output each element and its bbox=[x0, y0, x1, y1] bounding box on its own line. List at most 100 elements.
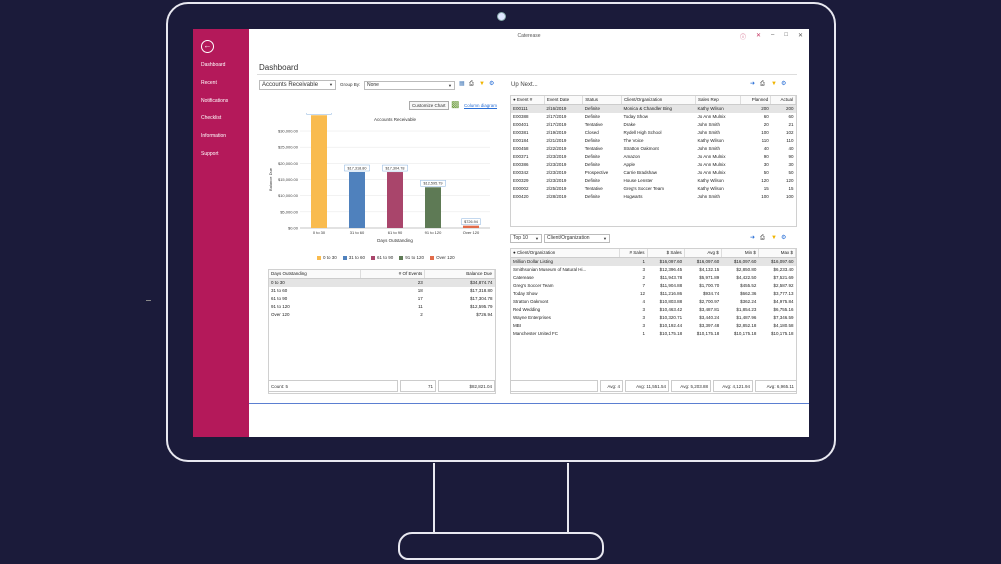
column-header[interactable]: # Sales bbox=[619, 249, 648, 258]
table-cell: 110 bbox=[786, 138, 794, 143]
table-row[interactable]: E00184 2/21/2019 Definite The Voice Kathy Wi… bbox=[511, 137, 796, 145]
table-cell: 1 bbox=[619, 257, 648, 266]
report-select[interactable]: Accounts Receivable ▼ bbox=[259, 80, 336, 90]
table-row[interactable]: Manchester United FC 1 $10,175.18 $10,175.1… bbox=[511, 330, 796, 338]
table-row[interactable]: E00386 2/23/2019 Definite Apple Jo Ann Mulni… bbox=[511, 161, 796, 169]
table-row[interactable]: Caterease 2 $11,943.78 $5,971.89 $4,422.50 $7… bbox=[511, 274, 796, 282]
table-row[interactable]: E00388 2/17/2019 Definite Today Show Jo Ann … bbox=[511, 113, 796, 121]
table-cell: 12 bbox=[640, 291, 646, 296]
minimize-icon[interactable]: – bbox=[771, 32, 775, 38]
legend-swatch bbox=[399, 255, 404, 260]
top10-footer-avg: Avg: 5,203.88 bbox=[671, 380, 711, 392]
column-header[interactable]: Event Date bbox=[544, 96, 584, 105]
column-diagram-icon[interactable]: ▩ bbox=[451, 99, 460, 109]
table-row[interactable]: Red Wedding 3 $10,463.42 $3,487.81 $1,854.23… bbox=[511, 306, 796, 314]
table-row[interactable]: 31 to 60 18 $17,318.80 bbox=[269, 287, 495, 295]
table-row[interactable]: 61 to 90 17 $17,304.78 bbox=[269, 295, 495, 303]
table-row[interactable]: E00381 2/19/2019 Closed Rydell High School J… bbox=[511, 129, 796, 137]
table-cell: $455.52 bbox=[740, 283, 757, 288]
table-cell: 50 bbox=[788, 170, 794, 175]
table-row[interactable]: E00458 2/22/2019 Tentative Stratton Oakmont… bbox=[511, 145, 796, 153]
table-cell: Caterease bbox=[513, 275, 534, 280]
table-row[interactable]: E00371 2/23/2019 Definite Amazon Jo Ann Muln… bbox=[511, 153, 796, 161]
column-header[interactable]: # Of Events bbox=[360, 270, 426, 279]
table-cell: $6,233.40 bbox=[773, 267, 794, 272]
gear-icon[interactable]: ⚙ bbox=[489, 81, 495, 87]
data-label-box bbox=[420, 180, 446, 187]
table-row[interactable]: Million Dollar Listing 1 $16,097.60 $16,097… bbox=[511, 257, 796, 266]
group-by-select[interactable]: None ▼ bbox=[364, 81, 455, 90]
table-row[interactable]: Stratton Oakmont 4 $10,803.88 $2,700.97 $362… bbox=[511, 298, 796, 306]
table-cell: Hogwarts bbox=[623, 194, 643, 199]
column-header[interactable]: Client/Organization bbox=[621, 96, 696, 105]
column-header[interactable]: Status bbox=[582, 96, 623, 105]
top-count-value: Top 10 bbox=[513, 235, 529, 241]
table-row[interactable]: E00111 2/16/2019 Definite Monica & Chandler… bbox=[511, 104, 796, 113]
settings-close-icon[interactable]: ✕ bbox=[755, 33, 761, 39]
top-by-select[interactable]: Client/Organization ▼ bbox=[544, 234, 610, 243]
table-row[interactable]: MBI 3 $10,192.44 $3,397.48 $2,852.18 $4,180.5… bbox=[511, 322, 796, 330]
table-cell: 2 bbox=[642, 275, 646, 280]
table-row[interactable]: 91 to 120 11 $12,595.79 bbox=[269, 303, 495, 311]
table-cell: Definite bbox=[584, 162, 601, 167]
table-cell: $4,180.58 bbox=[773, 323, 794, 328]
customize-chart-button[interactable]: Customize Chart bbox=[409, 101, 449, 110]
column-header[interactable]: $ Sales bbox=[647, 249, 685, 258]
table-cell: 3 bbox=[642, 315, 646, 320]
sidebar-item-support[interactable]: Support bbox=[201, 151, 219, 157]
table-cell: The Voice bbox=[623, 138, 644, 143]
table-cell: $17,304.78 bbox=[469, 296, 493, 301]
filter-icon[interactable]: ▼ bbox=[771, 81, 777, 87]
gear-icon[interactable]: ⚙ bbox=[781, 235, 787, 241]
maximize-icon[interactable]: □ bbox=[784, 32, 788, 38]
filter-icon[interactable]: ▼ bbox=[479, 81, 485, 87]
table-row[interactable]: E00002 2/25/2019 Tentative Greg's Soccer Te… bbox=[511, 185, 796, 193]
column-header[interactable]: ● Client/Organization bbox=[511, 249, 620, 258]
print-icon[interactable]: ⎙ bbox=[760, 81, 765, 87]
table-cell: Greg's Soccer Team bbox=[623, 186, 665, 191]
table-cell: E00420 bbox=[513, 194, 529, 199]
column-diagram-link[interactable]: Column diagram bbox=[464, 103, 498, 108]
table-row[interactable]: E00420 2/28/2019 Definite Hogwarts John Smit… bbox=[511, 193, 796, 201]
grid-icon[interactable]: ▦ bbox=[459, 81, 465, 87]
table-row[interactable]: E00329 2/23/2019 Definite House Lenster Kath… bbox=[511, 177, 796, 185]
y-tick-label: $25,000.00 bbox=[278, 145, 299, 150]
column-header[interactable]: Planned bbox=[740, 96, 772, 105]
sidebar-item-notifications[interactable]: Notifications bbox=[201, 98, 229, 104]
table-row[interactable]: Over 120 2 $726.94 bbox=[269, 311, 495, 319]
gear-icon[interactable]: ⚙ bbox=[781, 81, 787, 87]
table-row[interactable]: Greg's Soccer Team 7 $11,904.88 $1,700.70 $4… bbox=[511, 282, 796, 290]
back-arrow-icon[interactable]: ← bbox=[201, 40, 214, 53]
table-cell: Definite bbox=[584, 178, 601, 183]
column-header[interactable]: Sales Rep bbox=[695, 96, 742, 105]
top-count-select[interactable]: Top 10 ▼ bbox=[510, 234, 542, 243]
export-arrow-icon[interactable]: ➜ bbox=[750, 235, 756, 241]
column-header[interactable]: Min $ bbox=[721, 249, 759, 258]
print-icon[interactable]: ⎙ bbox=[469, 81, 474, 87]
column-header[interactable]: Max $ bbox=[758, 249, 797, 258]
filter-icon[interactable]: ▼ bbox=[771, 235, 777, 241]
group-by-label: Group By: bbox=[340, 82, 361, 87]
close-icon[interactable]: ✕ bbox=[797, 33, 803, 39]
column-header[interactable]: Avg $ bbox=[684, 249, 722, 258]
help-icon[interactable]: ⓘ bbox=[739, 35, 746, 41]
table-row[interactable]: E00401 2/17/2019 Tentative Drake John Smith 2… bbox=[511, 121, 796, 129]
table-cell: 2/17/2019 bbox=[546, 114, 567, 119]
column-header[interactable]: ● Event # bbox=[511, 96, 545, 105]
print-icon[interactable]: ⎙ bbox=[760, 235, 765, 241]
sidebar-item-dashboard[interactable]: Dashboard bbox=[201, 62, 226, 68]
table-row[interactable]: 0 to 30 23 $34,874.74 bbox=[269, 278, 495, 287]
ar-footer-count: Count: 5 bbox=[268, 380, 398, 392]
table-row[interactable]: E00342 2/23/2019 Prospective Carrie Bradsha… bbox=[511, 169, 796, 177]
column-header[interactable]: Actual bbox=[770, 96, 796, 105]
column-header[interactable]: Balance Due bbox=[424, 270, 495, 279]
table-row[interactable]: Smithsonian Museum of Natural Hi... 3 $12,… bbox=[511, 266, 796, 274]
table-cell: $4,975.84 bbox=[773, 299, 794, 304]
sidebar-item-information[interactable]: Information bbox=[201, 133, 227, 139]
table-row[interactable]: Wayne Enterprises 3 $10,320.71 $3,440.24 $1,… bbox=[511, 314, 796, 322]
export-arrow-icon[interactable]: ➜ bbox=[750, 81, 756, 87]
sidebar-item-checklist[interactable]: Checklist bbox=[201, 115, 222, 121]
column-header[interactable]: Days Outstanding bbox=[269, 270, 361, 279]
sidebar-item-recent[interactable]: Recent bbox=[201, 80, 217, 86]
table-row[interactable]: Today Show 12 $11,216.86 $934.74 $662.36 $3,7… bbox=[511, 290, 796, 298]
